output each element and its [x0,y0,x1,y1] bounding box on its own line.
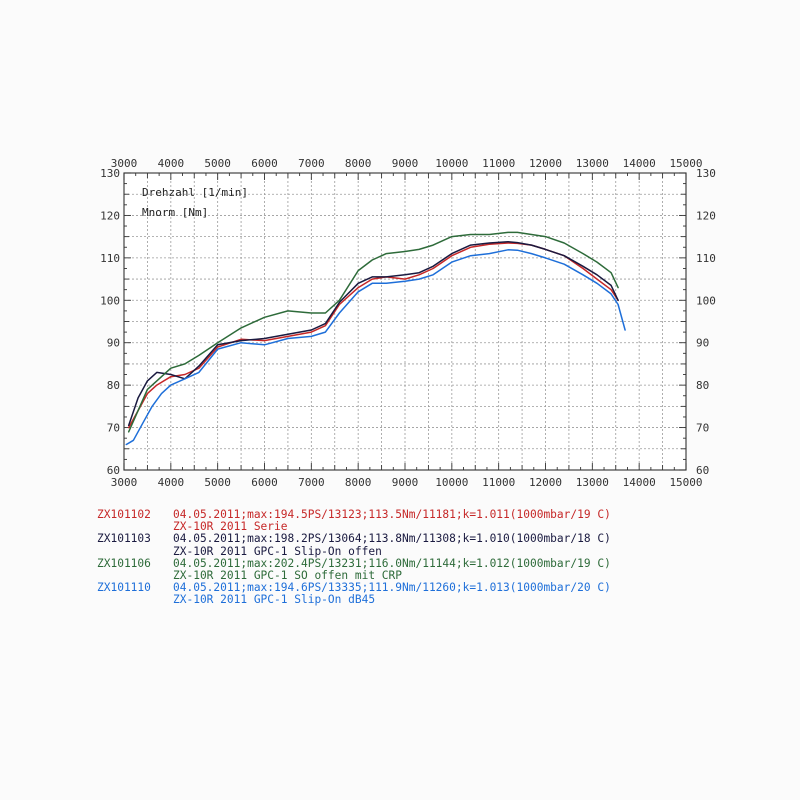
legend-line-1: ZX101106 04.05.2011;max:202.4PS/13231;116… [97,556,757,570]
x-tick-label-bottom: 4000 [158,476,185,489]
legend-run-info: 04.05.2011;max:194.5PS/13123;113.5Nm/111… [173,508,611,521]
x-tick-label-top: 8000 [345,157,372,170]
x-axis-label: Drehzahl [1/min] [142,186,248,199]
x-tick-label-bottom: 15000 [669,476,702,489]
y-tick-label-right: 70 [696,422,709,435]
legend-line-1: ZX101110 04.05.2011;max:194.6PS/13335;111… [97,582,757,594]
x-tick-label-bottom: 10000 [435,476,468,489]
legend-run-id: ZX101103 [97,532,151,546]
tick-marks [123,172,687,471]
legend-run-info: 04.05.2011;max:198.2PS/13064;113.8Nm/113… [173,532,611,546]
y-tick-label-left: 60 [107,464,120,477]
y-tick-label-right: 60 [696,464,709,477]
x-tick-label-top: 13000 [576,157,609,170]
x-tick-label-bottom: 12000 [529,476,562,489]
y-tick-label-left: 90 [107,337,120,350]
y-tick-label-right: 120 [696,209,716,222]
legend-line-1: ZX101102 04.05.2011;max:194.5PS/13123;113… [97,508,757,521]
legend-run-id: ZX101102 [97,508,151,521]
legend-run-description: ZX-10R 2011 Serie [173,520,288,534]
y-tick-label-left: 110 [100,252,120,265]
x-tick-label-top: 3000 [111,157,138,170]
y-tick-label-right: 110 [696,252,716,265]
y-tick-label-left: 130 [100,167,120,180]
x-tick-label-bottom: 14000 [623,476,656,489]
x-tick-label-bottom: 8000 [345,476,372,489]
series-lines [125,231,626,446]
y-tick-label-left: 120 [100,209,120,222]
legend-run-id: ZX101110 [97,581,151,595]
legend-run-description: ZX-10R 2011 GPC-1 Slip-On offen [173,544,382,558]
x-tick-label-bottom: 6000 [251,476,278,489]
x-tick-label-top: 12000 [529,157,562,170]
x-tick-label-top: 7000 [298,157,325,170]
x-tick-label-top: 5000 [204,157,231,170]
series-line-zx101103 [127,240,619,427]
y-tick-label-left: 80 [107,379,120,392]
legend: ZX101102 04.05.2011;max:194.5PS/13123;113… [97,508,757,607]
x-tick-label-bottom: 9000 [392,476,419,489]
x-tick-label-bottom: 13000 [576,476,609,489]
legend-entry: ZX101102 04.05.2011;max:194.5PS/13123;113… [97,508,757,534]
y-tick-label-left: 100 [100,294,120,307]
x-tick-label-top: 14000 [623,157,656,170]
x-tick-label-bottom: 11000 [482,476,515,489]
y-tick-label-right: 80 [696,379,709,392]
x-tick-label-top: 4000 [158,157,185,170]
y-tick-label-right: 90 [696,337,709,350]
y-tick-label-right: 130 [696,167,716,180]
x-tick-label-top: 9000 [392,157,419,170]
x-tick-label-bottom: 3000 [111,476,138,489]
legend-line-1: ZX101103 04.05.2011;max:198.2PS/13064;113… [97,533,757,545]
legend-run-description: ZX-10R 2011 GPC-1 SO offen mit CRP [173,569,403,583]
x-tick-label-bottom: 7000 [298,476,325,489]
legend-entry: ZX101110 04.05.2011;max:194.6PS/13335;111… [97,582,757,607]
legend-run-description: ZX-10R 2011 GPC-1 Slip-On dB45 [173,593,376,607]
x-tick-label-bottom: 5000 [204,476,231,489]
x-tick-label-top: 6000 [251,157,278,170]
y-tick-label-left: 70 [107,422,120,435]
legend-run-info: 04.05.2011;max:202.4PS/13231;116.0Nm/111… [173,556,611,570]
axis-tick-labels: 3000 3000 4000 4000 5000 5000 6000 6000 7000 7000… [100,157,716,489]
y-axis-label: Mnorm [Nm] [142,206,208,219]
x-tick-label-top: 10000 [435,157,468,170]
x-tick-label-top: 11000 [482,157,515,170]
legend-entry: ZX101106 04.05.2011;max:202.4PS/13231;116… [97,556,757,583]
legend-entry: ZX101103 04.05.2011;max:198.2PS/13064;113… [97,533,757,558]
legend-run-info: 04.05.2011;max:194.6PS/13335;111.9Nm/112… [173,581,611,595]
series-line-zx101106 [127,231,619,433]
x-tick-label-top: 15000 [669,157,702,170]
grid [124,173,686,470]
series-line-zx101110 [125,249,626,446]
legend-run-id: ZX101106 [97,556,151,570]
y-tick-label-right: 100 [696,294,716,307]
